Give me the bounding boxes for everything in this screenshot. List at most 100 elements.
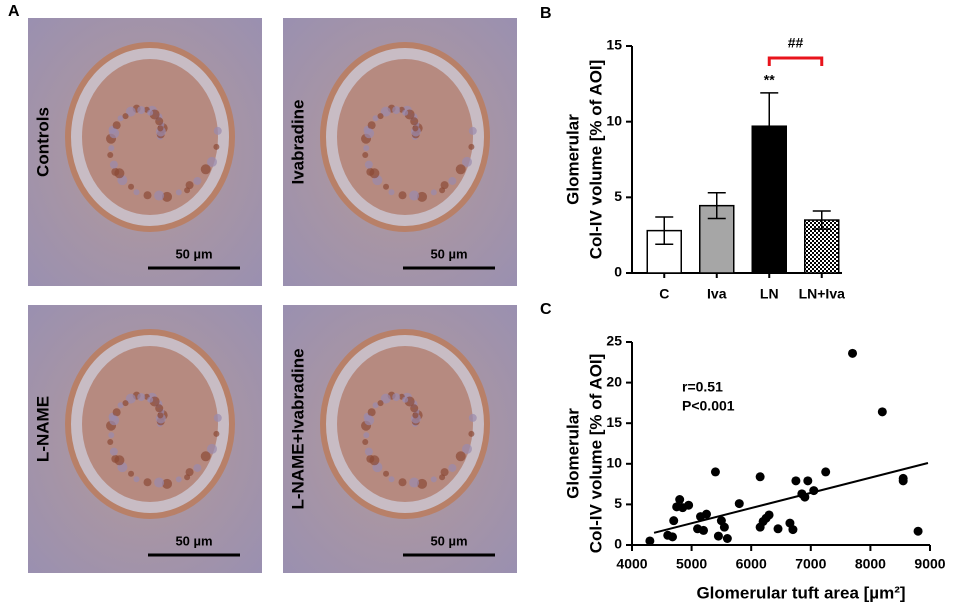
tissue-speck [455, 164, 466, 175]
tissue-speck [175, 476, 182, 483]
tissue-speck [369, 168, 380, 179]
scatter-point [821, 467, 831, 477]
tissue-speck [109, 415, 120, 426]
tissue-speck [122, 400, 129, 407]
tissue-speck [392, 106, 401, 115]
tissue-speck [114, 455, 125, 466]
panel-label: B [540, 5, 552, 22]
tissue-speck [133, 476, 140, 483]
stat-annotation: P<0.001 [682, 398, 735, 414]
tissue-speck [213, 143, 220, 150]
tissue-speck [409, 190, 420, 201]
micrograph-label: L-NAME [33, 396, 52, 462]
tissue-speck [185, 468, 194, 477]
tissue-speck [364, 160, 373, 169]
tissue-speck [109, 160, 118, 169]
scatter-point [668, 532, 678, 542]
y-tick-label: 20 [606, 373, 622, 389]
y-tick-label: 5 [614, 495, 622, 511]
scatter-point [803, 476, 813, 486]
scale-bar-label: 50 µm [175, 246, 212, 261]
x-tick-label: 7000 [795, 556, 826, 572]
tissue-speck [409, 477, 420, 488]
tissue-speck [440, 181, 449, 190]
tissue-speck [364, 447, 373, 456]
scatter-point [699, 525, 709, 535]
tissue-speck [213, 413, 222, 422]
scatter-point [877, 407, 887, 417]
scale-bar-label: 50 µm [175, 533, 212, 548]
tissue-speck [363, 145, 370, 152]
y-tick-label: 5 [614, 188, 622, 204]
tissue-speck [383, 183, 390, 190]
tissue-speck [162, 191, 173, 202]
y-axis-label: Col-IV volume [% of AOI] [586, 354, 605, 554]
panel-label: A [8, 3, 20, 20]
tissue-speck [468, 413, 477, 422]
tissue-speck [362, 439, 369, 446]
y-axis-label: Glomerular [563, 114, 582, 205]
scatter-point [684, 500, 694, 510]
tissue-speck [388, 189, 395, 196]
y-tick-label: 0 [614, 536, 622, 552]
tissue-speck [372, 115, 379, 122]
tissue-speck [108, 432, 115, 439]
x-tick-label: 9000 [914, 556, 945, 572]
tissue-speck [402, 396, 409, 403]
tissue-speck [468, 143, 475, 150]
tissue-speck [133, 189, 140, 196]
glomerulus-tuft [82, 346, 218, 502]
scatter-point [713, 531, 723, 541]
trend-line [653, 462, 929, 534]
tissue-speck [398, 478, 407, 487]
tissue-speck [157, 125, 164, 132]
tissue-speck [430, 189, 437, 196]
tissue-speck [363, 432, 370, 439]
tissue-speck [117, 115, 124, 122]
tissue-speck [154, 190, 165, 201]
significance-label: ## [788, 35, 804, 51]
tissue-speck [117, 402, 124, 409]
tissue-speck [200, 451, 211, 462]
y-tick-label: 25 [606, 333, 622, 349]
y-tick-label: 0 [614, 264, 622, 280]
glomerulus-tuft [337, 59, 473, 215]
tissue-speck [155, 117, 164, 126]
tissue-speck [364, 415, 375, 426]
tissue-speck [383, 470, 390, 477]
tissue-speck [128, 470, 135, 477]
tissue-speck [128, 183, 135, 190]
tissue-speck [455, 451, 466, 462]
significance-label: ** [764, 72, 775, 88]
scatter-point [913, 526, 923, 536]
tissue-speck [175, 189, 182, 196]
scatter-point [669, 516, 679, 526]
tissue-speck [193, 463, 202, 472]
tissue-speck [114, 168, 125, 179]
tissue-speck [137, 393, 146, 402]
scatter-point [722, 534, 732, 544]
tissue-speck [137, 106, 146, 115]
scatter-point [645, 536, 655, 546]
tissue-speck [412, 125, 419, 132]
tissue-speck [109, 128, 120, 139]
tissue-speck [206, 443, 217, 454]
x-tick-label: Iva [707, 286, 727, 302]
panel-label: C [540, 301, 552, 318]
scatter-point [734, 499, 744, 509]
scale-bar-label: 50 µm [430, 246, 467, 261]
tissue-speck [380, 106, 391, 117]
tissue-speck [410, 117, 419, 126]
tissue-speck [468, 126, 477, 135]
tissue-speck [448, 463, 457, 472]
tissue-speck [369, 455, 380, 466]
tissue-speck [157, 412, 164, 419]
x-tick-label: 5000 [676, 556, 707, 572]
tissue-speck [410, 404, 419, 413]
scatter-point [788, 525, 798, 535]
tissue-speck [430, 476, 437, 483]
micrograph-label: Ivabradine [288, 99, 307, 184]
scatter-point [809, 486, 819, 496]
tissue-speck [213, 430, 220, 437]
y-tick-label: 15 [606, 414, 622, 430]
